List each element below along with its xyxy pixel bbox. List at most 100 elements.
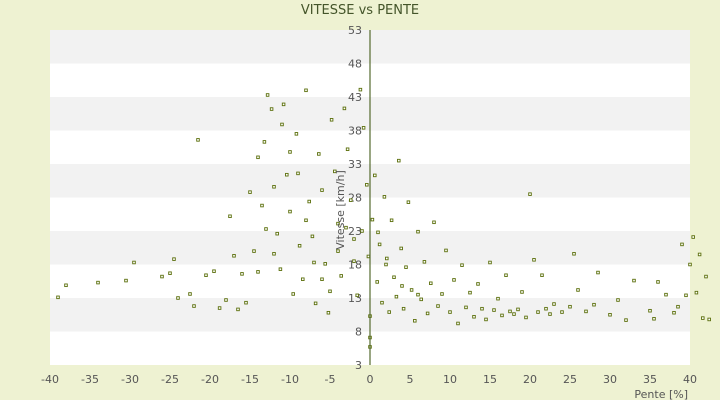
x-tick-label: 20: [523, 373, 537, 386]
y-tick-label: 18: [348, 259, 362, 272]
data-point: [548, 312, 552, 316]
data-point: [240, 272, 244, 276]
data-point: [648, 308, 652, 313]
data-point: [608, 313, 612, 317]
data-point: [124, 278, 128, 283]
data-point: [370, 217, 375, 222]
data-point: [528, 192, 532, 196]
data-point: [468, 290, 472, 295]
data-point: [480, 306, 484, 311]
data-point: [576, 288, 580, 292]
data-point: [452, 278, 456, 282]
data-point: [329, 118, 334, 122]
data-point: [256, 155, 260, 160]
y-tick-label: 3: [355, 359, 362, 372]
data-point: [406, 200, 411, 204]
x-tick-label: -20: [201, 373, 219, 386]
data-point: [376, 230, 380, 235]
data-point: [440, 292, 444, 296]
data-point: [248, 190, 252, 194]
x-tick-label: 15: [483, 373, 497, 386]
data-point: [592, 302, 596, 307]
data-point: [401, 306, 406, 311]
data-point: [172, 257, 176, 261]
data-point: [672, 310, 676, 315]
data-point: [448, 310, 452, 314]
x-tick-label: -15: [241, 373, 259, 386]
data-point: [285, 172, 289, 177]
data-point: [269, 107, 274, 111]
data-point: [520, 290, 524, 294]
data-point: [476, 282, 480, 286]
data-point: [361, 126, 366, 130]
data-point: [355, 293, 359, 298]
data-point: [568, 304, 572, 309]
x-axis-tick-labels: -40 -35 -30 -25 -20 -15 -10 -5 0 5 10 15 20 25 30 35 40: [41, 373, 697, 386]
x-tick-label: 10: [443, 373, 457, 386]
data-point: [472, 315, 476, 319]
data-point: [691, 235, 695, 239]
x-axis-title: Pente [%]: [634, 388, 688, 400]
data-point: [516, 307, 520, 312]
data-point: [664, 292, 668, 297]
data-point: [373, 173, 377, 178]
data-point: [584, 309, 588, 314]
data-point: [656, 280, 660, 284]
data-point: [228, 214, 232, 219]
data-point: [409, 288, 414, 292]
data-point: [320, 188, 324, 192]
data-point: [188, 292, 192, 296]
data-point: [387, 310, 391, 314]
data-point: [399, 246, 403, 251]
data-point: [544, 306, 548, 311]
data-point: [168, 271, 172, 275]
data-point: [400, 284, 404, 288]
data-point: [280, 122, 284, 127]
data-point: [512, 312, 516, 316]
x-tick-label: 5: [407, 373, 414, 386]
x-tick-label: 25: [563, 373, 577, 386]
data-point: [352, 259, 356, 263]
data-point: [217, 306, 222, 310]
data-point: [429, 281, 433, 286]
data-point: [680, 242, 684, 247]
y-tick-label: 38: [348, 125, 362, 138]
y-tick-label: 28: [348, 192, 362, 205]
data-point: [397, 158, 401, 163]
data-point: [244, 300, 248, 305]
data-point: [196, 138, 200, 142]
data-point: [317, 152, 321, 156]
data-point: [444, 248, 448, 253]
data-point: [380, 300, 384, 305]
data-point: [272, 185, 276, 189]
data-point: [236, 307, 240, 312]
data-point: [389, 218, 394, 223]
y-tick-label: 13: [348, 292, 362, 305]
data-point: [632, 278, 636, 283]
data-point: [297, 243, 302, 248]
data-point: [333, 169, 337, 174]
data-point: [212, 269, 216, 273]
data-point: [701, 316, 705, 320]
data-point: [288, 150, 292, 154]
y-tick-label: 53: [348, 24, 362, 37]
data-point: [352, 237, 356, 241]
x-tick-label: 0: [367, 373, 374, 386]
data-point: [256, 270, 260, 274]
data-point: [349, 198, 353, 202]
data-point: [432, 220, 436, 225]
data-point: [192, 304, 196, 308]
data-point: [416, 229, 420, 234]
data-point: [281, 102, 286, 107]
data-point: [288, 209, 292, 214]
data-point: [296, 171, 300, 176]
data-point: [272, 252, 276, 256]
data-point: [404, 265, 408, 269]
data-point: [328, 289, 332, 294]
data-point: [262, 140, 267, 144]
data-point: [419, 297, 423, 302]
data-point: [460, 263, 464, 267]
data-point: [697, 252, 702, 257]
